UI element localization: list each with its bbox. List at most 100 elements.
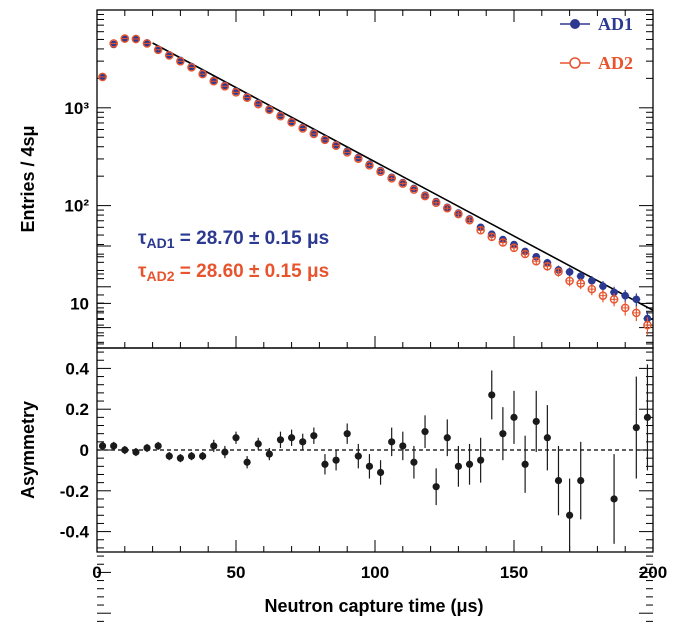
x-tick-label: 150	[500, 563, 528, 582]
asym-point	[488, 391, 496, 399]
asym-point	[165, 452, 173, 460]
asym-point	[388, 438, 396, 446]
top-y-axis-label: Entries / 4sμ	[18, 125, 38, 232]
data-point	[610, 288, 618, 297]
asym-point	[376, 468, 385, 477]
top-y-tick-label: 10	[70, 294, 89, 313]
x-tick-label: 0	[92, 563, 101, 582]
data-point	[599, 282, 607, 290]
asym-point	[354, 452, 362, 460]
asym-point	[98, 442, 107, 450]
asym-point	[632, 423, 640, 432]
asym-point	[410, 458, 418, 466]
data-point	[298, 124, 308, 133]
data-point	[487, 232, 497, 242]
asym-point	[566, 511, 574, 519]
x-tick-label: 100	[361, 563, 389, 582]
data-point	[98, 72, 107, 82]
asym-point	[254, 440, 262, 448]
legend-ad1-marker	[570, 19, 580, 29]
data-point	[153, 45, 163, 55]
annotation-tau-ad1: τAD1 = 28.70 ± 0.15 μs	[138, 228, 329, 251]
asym-point	[199, 452, 207, 460]
asym-point	[332, 456, 340, 464]
data-point	[620, 303, 630, 313]
asym-point	[499, 430, 507, 438]
data-point	[520, 249, 530, 259]
data-point	[398, 179, 408, 188]
asym-point	[276, 436, 285, 444]
asym-point	[221, 448, 229, 456]
series-asymmetry	[98, 364, 652, 552]
legend-entry-ad1: AD1	[560, 14, 633, 34]
legend-entry-ad2: AD2	[560, 53, 633, 73]
data-point	[554, 267, 563, 277]
annotation-tau-ad2: τAD2 = 28.60 ± 0.15 μs	[138, 261, 329, 284]
asym-point	[477, 456, 485, 464]
data-point	[198, 69, 207, 79]
asym-point	[143, 444, 151, 452]
data-point	[609, 295, 619, 304]
bottom-y-tick-label: -0.4	[60, 523, 90, 542]
data-point	[509, 243, 519, 253]
bottom-y-tick-label: 0	[80, 441, 89, 460]
asym-point	[310, 432, 318, 440]
asym-point	[288, 434, 296, 442]
asym-point	[187, 452, 196, 460]
asym-point	[421, 428, 429, 436]
data-point	[465, 215, 474, 225]
data-point	[342, 148, 352, 157]
asym-point	[154, 442, 162, 450]
asym-point	[610, 495, 618, 503]
data-point	[176, 56, 185, 66]
data-point	[131, 34, 141, 44]
data-point	[598, 291, 608, 300]
x-tick-label: 200	[639, 563, 667, 582]
legend-ad2-label: AD2	[598, 53, 633, 73]
asym-point	[510, 413, 518, 421]
top-y-tick-label: 10³	[64, 99, 89, 118]
data-point	[287, 118, 296, 127]
asym-point	[176, 454, 184, 462]
bottom-y-tick-label: -0.2	[60, 482, 89, 501]
asym-point	[321, 460, 329, 468]
data-point	[109, 39, 118, 48]
data-point	[531, 256, 541, 266]
data-point	[387, 174, 396, 183]
bottom-y-axis-label: Asymmetry	[18, 401, 38, 499]
asym-point	[265, 450, 273, 458]
data-point	[476, 225, 485, 235]
asym-point	[543, 434, 551, 442]
asym-point	[365, 462, 374, 470]
asym-point	[110, 442, 118, 450]
data-point	[354, 154, 363, 163]
legend-ad2-marker	[569, 57, 581, 69]
data-point	[621, 291, 629, 300]
series-ad2	[98, 34, 652, 335]
data-point	[409, 185, 419, 194]
data-point	[576, 272, 585, 280]
asym-point	[643, 413, 652, 421]
data-point	[309, 129, 319, 139]
data-point	[187, 63, 196, 72]
data-point	[587, 284, 597, 294]
asym-point	[299, 438, 307, 446]
data-point	[331, 141, 341, 150]
data-point	[220, 81, 230, 91]
data-point	[632, 308, 641, 318]
data-point	[498, 238, 508, 247]
data-point	[565, 268, 574, 276]
x-tick-label: 50	[227, 563, 246, 582]
data-point	[376, 167, 385, 177]
data-point	[643, 320, 652, 330]
asym-point	[232, 434, 240, 442]
data-point	[565, 276, 574, 286]
data-point	[120, 34, 130, 43]
top-axis-ticks: 10 10² 10³	[64, 9, 654, 348]
bottom-y-tick-label: 0.4	[65, 359, 89, 378]
legend: AD1 AD2	[560, 14, 633, 73]
data-point	[276, 111, 285, 121]
asym-point	[443, 434, 451, 442]
data-point	[265, 105, 274, 115]
data-point	[431, 198, 441, 208]
